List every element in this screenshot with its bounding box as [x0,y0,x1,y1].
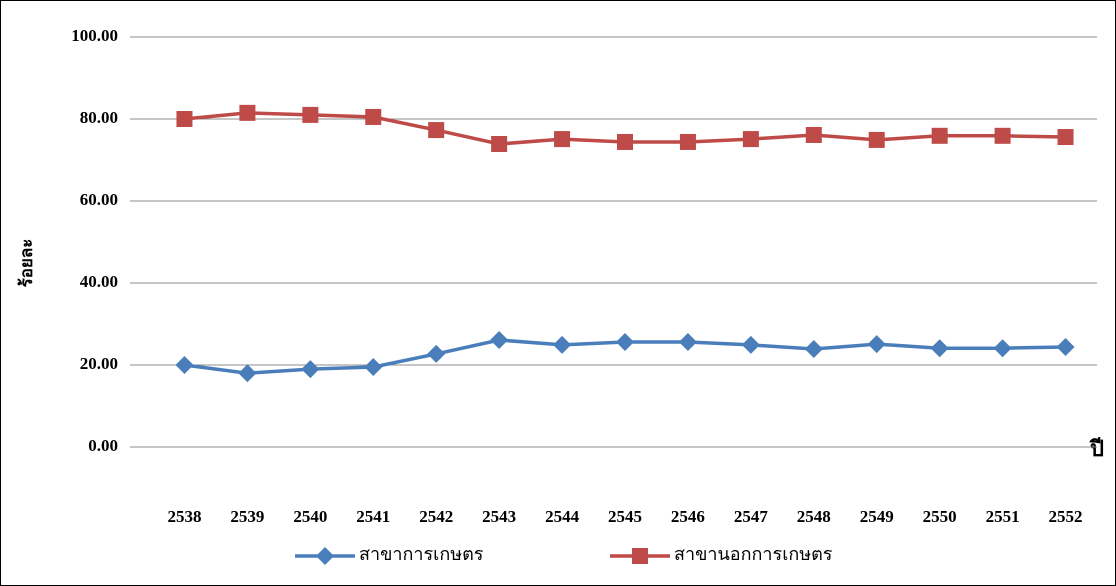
y-tick-label: 0.00 [88,436,118,455]
x-tick-label: 2538 [167,507,201,526]
x-tick-label: 2539 [230,507,264,526]
legend-label: สาขานอกการเกษตร [674,544,833,564]
x-tick-label: 2544 [545,507,580,526]
y-tick-label: 20.00 [80,354,118,373]
data-point [995,128,1011,144]
y-tick-label: 40.00 [80,272,118,291]
data-point [617,134,633,150]
legend-label: สาขาการเกษตร [359,544,484,564]
y-axis-label: ร้อยละ [17,239,36,288]
data-point [932,128,948,144]
data-point [869,132,885,148]
data-point [428,122,444,138]
x-tick-label: 2540 [293,507,327,526]
data-point [365,109,381,125]
data-point [806,127,822,143]
x-axis-label: ปี [1089,436,1104,461]
data-point [491,136,507,152]
x-tick-label: 2551 [986,507,1020,526]
x-tick-label: 2542 [419,507,453,526]
x-tick-label: 2545 [608,507,642,526]
data-point [239,105,255,121]
x-tick-label: 2546 [671,507,705,526]
x-tick-label: 2549 [860,507,894,526]
data-point [680,134,696,150]
x-tick-label: 2541 [356,507,390,526]
data-point [1058,129,1074,145]
data-point [176,111,192,127]
x-tick-label: 2550 [923,507,957,526]
x-tick-label: 2543 [482,507,516,526]
x-tick-label: 2552 [1049,507,1083,526]
chart-border [1,1,1116,586]
y-tick-label: 80.00 [80,108,118,127]
x-tick-label: 2547 [734,507,769,526]
y-tick-label: 100.00 [71,26,118,45]
chart: ร้อยละ ปี 0.00 20.00 40.00 60.00 80.00 100.00… [0,0,1116,586]
y-tick-label: 60.00 [80,190,118,209]
data-point [302,107,318,123]
data-point [743,131,759,147]
legend-marker [632,548,648,564]
data-point [554,131,570,147]
x-tick-label: 2548 [797,507,831,526]
